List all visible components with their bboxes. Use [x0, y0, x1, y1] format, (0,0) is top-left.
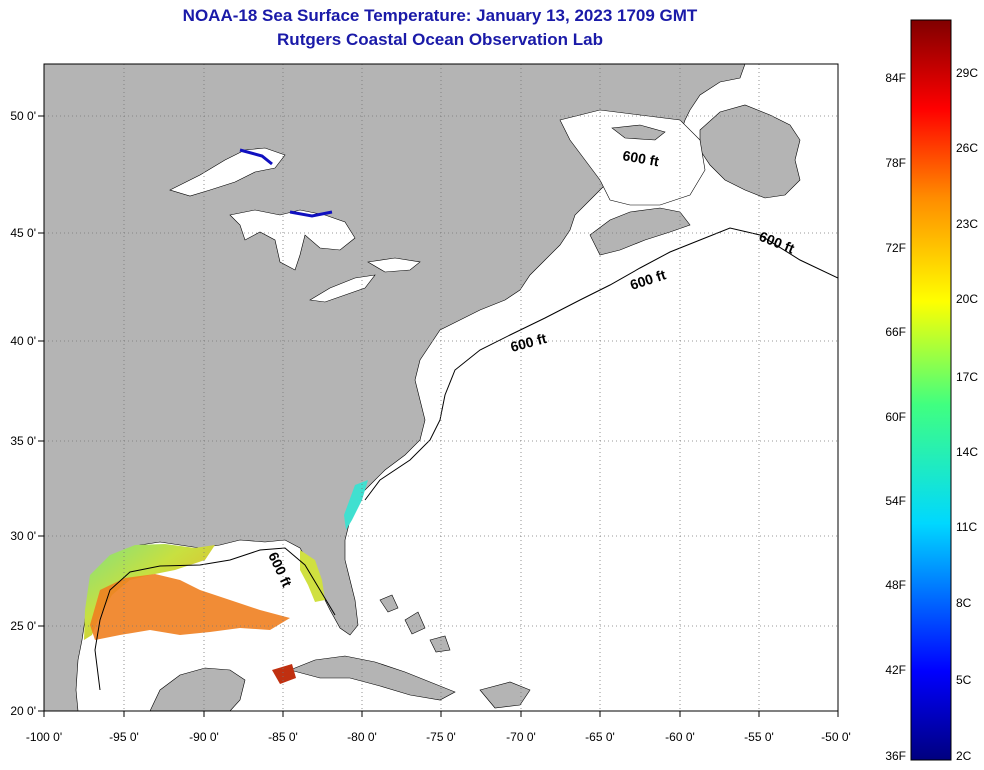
lat-label: 50 0' [10, 109, 36, 123]
land-yucatan [149, 667, 246, 711]
colorbar-label-f: 84F [885, 71, 906, 85]
colorbar-label-c: 2C [956, 749, 972, 763]
colorbar-label-c: 23C [956, 217, 978, 231]
colorbar-label-c: 29C [956, 66, 978, 80]
land-newfoundland [699, 104, 801, 199]
lat-label: 40 0' [10, 334, 36, 348]
lon-label: -95 0' [109, 730, 139, 744]
colorbar-label-f: 48F [885, 578, 906, 592]
depth-contour-gulf [94, 547, 336, 691]
lat-label: 35 0' [10, 434, 36, 448]
color-bar [910, 19, 952, 761]
colorbar-label-c: 8C [956, 596, 972, 610]
colorbar-label-c: 17C [956, 370, 978, 384]
colorbar-label-f: 66F [885, 325, 906, 339]
lon-label: -65 0' [585, 730, 615, 744]
colorbar-label-f: 72F [885, 241, 906, 255]
grid-lines [44, 64, 838, 711]
lon-label: -60 0' [665, 730, 695, 744]
colorbar-label-f: 42F [885, 663, 906, 677]
depth-contour-atlantic [364, 227, 838, 501]
land-nova-scotia [589, 207, 691, 256]
colorbar-label-c: 26C [956, 141, 978, 155]
colorbar-label-c: 14C [956, 445, 978, 459]
sst-gulf-warm [90, 574, 290, 640]
lake-michigan-huron [229, 209, 356, 271]
colorbar-label-f: 54F [885, 494, 906, 508]
axis-ticks [38, 115, 839, 717]
sst-cuba-north [272, 664, 296, 684]
colorbar-label-c: 11C [956, 520, 977, 534]
lon-label: -55 0' [744, 730, 774, 744]
lat-label: 45 0' [10, 226, 36, 240]
lake-ontario [367, 257, 421, 273]
lat-label: 20 0' [10, 704, 36, 718]
colorbar-label-f: 60F [885, 410, 906, 424]
contour-label: 600 ft [621, 147, 660, 169]
colorbar-label-c: 5C [956, 673, 972, 687]
lon-label: -85 0' [268, 730, 298, 744]
land-bahamas [379, 594, 451, 653]
lon-label: -70 0' [506, 730, 536, 744]
lat-label: 25 0' [10, 619, 36, 633]
colorbar-label-f: 36F [885, 749, 906, 763]
lon-label: -50 0' [821, 730, 851, 744]
map-title: NOAA-18 Sea Surface Temperature: January… [182, 6, 698, 25]
sst-florida-west [300, 550, 325, 602]
lon-label: -80 0' [347, 730, 377, 744]
lon-label: -75 0' [426, 730, 456, 744]
land-anticosti [611, 124, 666, 141]
lake-ice-cold [239, 148, 333, 218]
land-hispaniola [479, 681, 531, 709]
lon-label: -100 0' [26, 730, 62, 744]
lat-label: 30 0' [10, 529, 36, 543]
map-subtitle: Rutgers Coastal Ocean Observation Lab [277, 30, 603, 49]
sst-gulf-coastal [84, 544, 215, 640]
gulf-st-lawrence [559, 109, 706, 206]
lake-erie [309, 274, 376, 303]
lake-superior [169, 147, 286, 197]
land-cuba [289, 655, 456, 701]
colorbar-label-f: 78F [885, 156, 906, 170]
colorbar-label-c: 20C [956, 292, 978, 306]
lon-label: -90 0' [189, 730, 219, 744]
